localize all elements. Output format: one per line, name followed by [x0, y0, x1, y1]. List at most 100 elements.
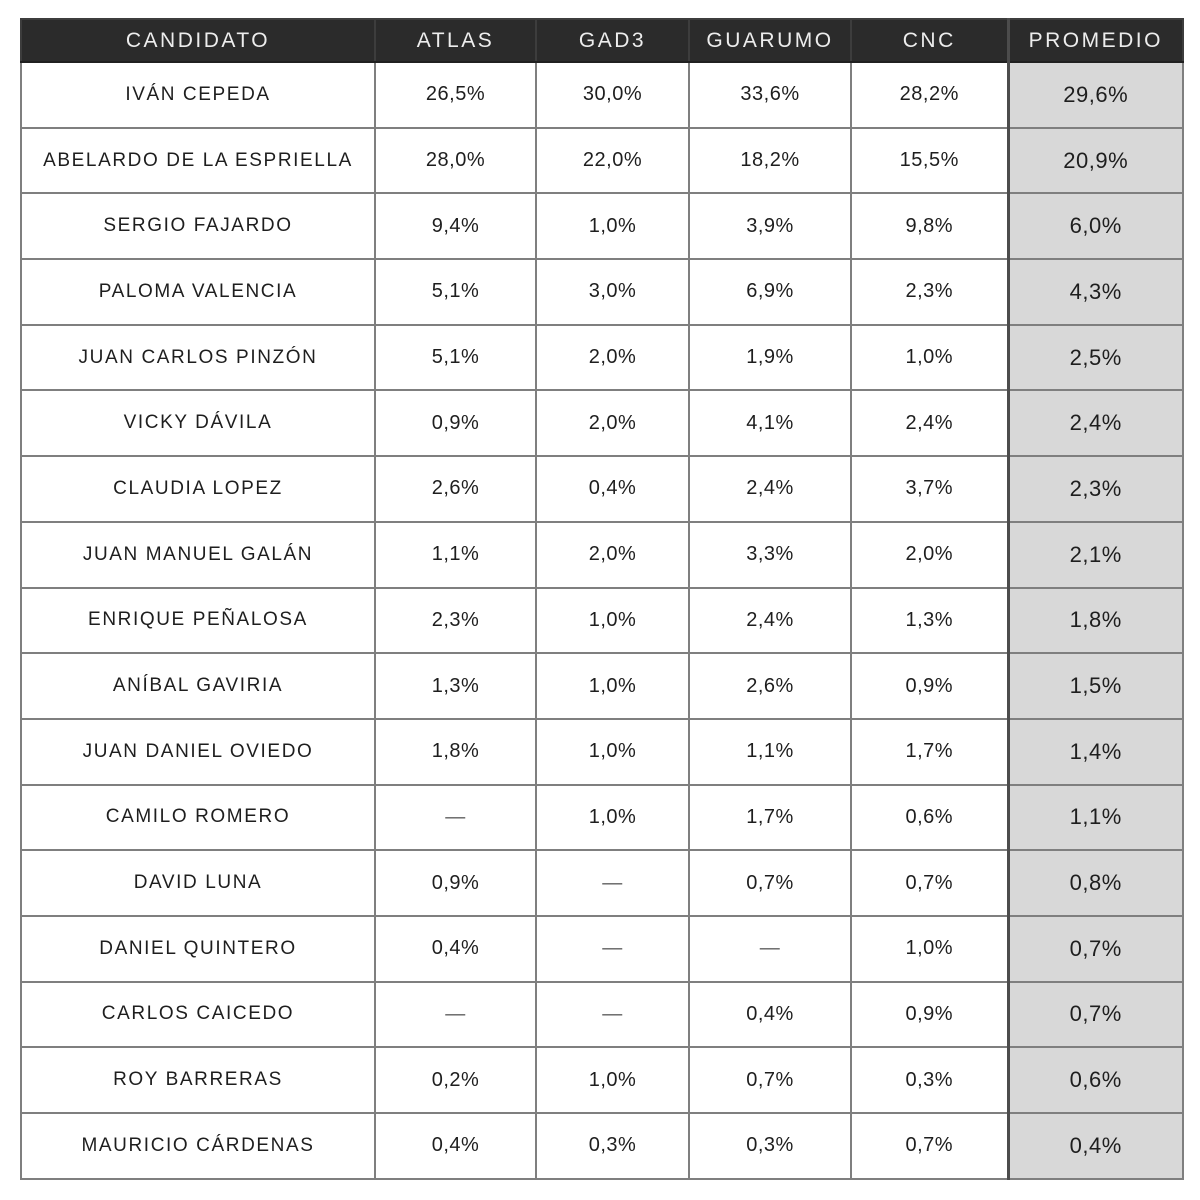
promedio-value-cell: 29,6%: [1006, 61, 1184, 129]
guarumo-value-cell: 2,6%: [688, 652, 852, 720]
candidate-name-cell: DANIEL QUINTERO: [20, 914, 376, 983]
table-row: IVÁN CEPEDA 26,5% 30,0% 33,6% 28,2% 29,6…: [20, 61, 1184, 129]
gad3-value-cell: 1,0%: [535, 1046, 690, 1114]
gad3-value-cell: 1,0%: [535, 652, 690, 720]
gad3-value-cell: 1,0%: [535, 192, 690, 261]
atlas-value-cell: 0,4%: [374, 914, 537, 983]
cnc-value-cell: 2,3%: [850, 258, 1009, 326]
gad3-value-cell: 0,4%: [535, 455, 690, 523]
gad3-value-cell: 22,0%: [535, 126, 690, 195]
gad3-value-cell: 2,0%: [535, 323, 690, 392]
gad3-value-cell: —: [535, 980, 690, 1049]
atlas-value-cell: 9,4%: [374, 192, 537, 261]
promedio-value-cell: 2,3%: [1006, 455, 1184, 523]
atlas-value-cell: 0,2%: [374, 1046, 537, 1114]
cnc-value-cell: 1,3%: [850, 586, 1009, 655]
cnc-value-cell: 9,8%: [850, 192, 1009, 261]
candidate-name-cell: JUAN CARLOS PINZÓN: [20, 323, 376, 392]
atlas-value-cell: 26,5%: [374, 61, 537, 129]
table-row: DANIEL QUINTERO 0,4% — — 1,0% 0,7%: [20, 914, 1184, 983]
table-row: SERGIO FAJARDO 9,4% 1,0% 3,9% 9,8% 6,0%: [20, 192, 1184, 261]
guarumo-value-cell: 0,7%: [688, 849, 852, 917]
table-row: PALOMA VALENCIA 5,1% 3,0% 6,9% 2,3% 4,3%: [20, 258, 1184, 326]
guarumo-value-cell: 6,9%: [688, 258, 852, 326]
promedio-value-cell: 1,1%: [1006, 783, 1184, 852]
cnc-value-cell: 28,2%: [850, 61, 1009, 129]
atlas-value-cell: 5,1%: [374, 323, 537, 392]
atlas-value-cell: 28,0%: [374, 126, 537, 195]
cnc-value-cell: 1,7%: [850, 717, 1009, 786]
guarumo-value-cell: 3,9%: [688, 192, 852, 261]
atlas-value-cell: 0,4%: [374, 1112, 537, 1180]
promedio-value-cell: 1,5%: [1006, 652, 1184, 720]
guarumo-value-cell: 1,9%: [688, 323, 852, 392]
gad3-value-cell: 2,0%: [535, 520, 690, 589]
guarumo-value-cell: 0,7%: [688, 1046, 852, 1114]
gad3-value-cell: 0,3%: [535, 1112, 690, 1180]
poll-results-table: CANDIDATO ATLAS GAD3 GUARUMO CNC PROMEDI…: [20, 18, 1184, 1180]
candidate-name-cell: JUAN MANUEL GALÁN: [20, 520, 376, 589]
gad3-value-cell: —: [535, 914, 690, 983]
column-header-guarumo: GUARUMO: [688, 18, 852, 63]
cnc-value-cell: 1,0%: [850, 914, 1009, 983]
guarumo-value-cell: 1,7%: [688, 783, 852, 852]
promedio-value-cell: 1,4%: [1006, 717, 1184, 786]
table-row: JUAN MANUEL GALÁN 1,1% 2,0% 3,3% 2,0% 2,…: [20, 520, 1184, 589]
guarumo-value-cell: 0,4%: [688, 980, 852, 1049]
promedio-value-cell: 2,5%: [1006, 323, 1184, 392]
promedio-value-cell: 0,7%: [1006, 980, 1184, 1049]
cnc-value-cell: 0,3%: [850, 1046, 1009, 1114]
gad3-value-cell: 30,0%: [535, 61, 690, 129]
gad3-value-cell: 3,0%: [535, 258, 690, 326]
atlas-value-cell: 1,8%: [374, 717, 537, 786]
table-row: ENRIQUE PEÑALOSA 2,3% 1,0% 2,4% 1,3% 1,8…: [20, 586, 1184, 655]
column-header-gad3: GAD3: [535, 18, 690, 63]
candidate-name-cell: SERGIO FAJARDO: [20, 192, 376, 261]
table-row: JUAN CARLOS PINZÓN 5,1% 2,0% 1,9% 1,0% 2…: [20, 323, 1184, 392]
header-row: CANDIDATO ATLAS GAD3 GUARUMO CNC PROMEDI…: [20, 18, 1184, 63]
guarumo-value-cell: 2,4%: [688, 455, 852, 523]
table-row: JUAN DANIEL OVIEDO 1,8% 1,0% 1,1% 1,7% 1…: [20, 717, 1184, 786]
candidate-name-cell: CARLOS CAICEDO: [20, 980, 376, 1049]
table-row: ABELARDO DE LA ESPRIELLA 28,0% 22,0% 18,…: [20, 126, 1184, 195]
cnc-value-cell: 2,4%: [850, 389, 1009, 458]
cnc-value-cell: 2,0%: [850, 520, 1009, 589]
promedio-value-cell: 6,0%: [1006, 192, 1184, 261]
cnc-value-cell: 15,5%: [850, 126, 1009, 195]
candidate-name-cell: IVÁN CEPEDA: [20, 61, 376, 129]
atlas-value-cell: 0,9%: [374, 389, 537, 458]
cnc-value-cell: 3,7%: [850, 455, 1009, 523]
cnc-value-cell: 0,7%: [850, 1112, 1009, 1180]
candidate-name-cell: VICKY DÁVILA: [20, 389, 376, 458]
candidate-name-cell: DAVID LUNA: [20, 849, 376, 917]
gad3-value-cell: —: [535, 849, 690, 917]
atlas-value-cell: —: [374, 980, 537, 1049]
promedio-value-cell: 1,8%: [1006, 586, 1184, 655]
table-row: MAURICIO CÁRDENAS 0,4% 0,3% 0,3% 0,7% 0,…: [20, 1112, 1184, 1180]
table-row: ANÍBAL GAVIRIA 1,3% 1,0% 2,6% 0,9% 1,5%: [20, 652, 1184, 720]
table-row: CAMILO ROMERO — 1,0% 1,7% 0,6% 1,1%: [20, 783, 1184, 852]
cnc-value-cell: 0,7%: [850, 849, 1009, 917]
column-header-promedio: PROMEDIO: [1006, 18, 1184, 63]
candidate-name-cell: CAMILO ROMERO: [20, 783, 376, 852]
promedio-value-cell: 2,4%: [1006, 389, 1184, 458]
cnc-value-cell: 0,6%: [850, 783, 1009, 852]
candidate-name-cell: CLAUDIA LOPEZ: [20, 455, 376, 523]
table-row: CARLOS CAICEDO — — 0,4% 0,9% 0,7%: [20, 980, 1184, 1049]
column-header-atlas: ATLAS: [374, 18, 537, 63]
promedio-value-cell: 0,6%: [1006, 1046, 1184, 1114]
table-row: VICKY DÁVILA 0,9% 2,0% 4,1% 2,4% 2,4%: [20, 389, 1184, 458]
candidate-name-cell: ABELARDO DE LA ESPRIELLA: [20, 126, 376, 195]
column-header-candidato: CANDIDATO: [20, 18, 376, 63]
guarumo-value-cell: 3,3%: [688, 520, 852, 589]
guarumo-value-cell: 4,1%: [688, 389, 852, 458]
candidate-name-cell: JUAN DANIEL OVIEDO: [20, 717, 376, 786]
cnc-value-cell: 0,9%: [850, 980, 1009, 1049]
promedio-value-cell: 0,8%: [1006, 849, 1184, 917]
gad3-value-cell: 1,0%: [535, 586, 690, 655]
promedio-value-cell: 0,4%: [1006, 1112, 1184, 1180]
gad3-value-cell: 2,0%: [535, 389, 690, 458]
promedio-value-cell: 20,9%: [1006, 126, 1184, 195]
guarumo-value-cell: 1,1%: [688, 717, 852, 786]
